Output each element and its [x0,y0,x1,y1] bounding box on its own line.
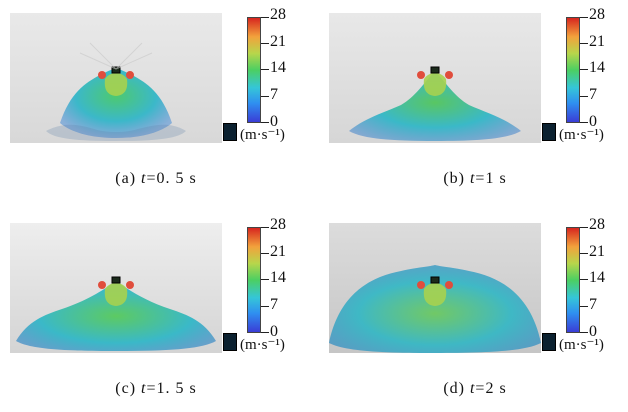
colorbar-label-14: 14 [589,269,605,286]
colorbar-label-21: 21 [589,243,605,260]
colorbar [247,17,261,123]
flow-field-image [10,223,222,353]
colorbar-tick [261,332,269,333]
flow-field-image [10,13,222,143]
panel-c: 28 21 14 7 0 (m·s⁻¹) (c) t=1. 5 s [6,213,306,403]
colorbar-tick [580,227,588,228]
colorbar-tick [580,332,588,333]
colorbar-label-0: 0 [589,113,597,130]
caption-equals: =1 s [475,170,507,187]
caption-equals: =0. 5 s [146,170,197,187]
colorbar-tick [261,122,269,123]
colorbar-label-14: 14 [589,59,605,76]
panel-caption: (b) t=1 s [325,170,625,188]
colorbar-unit: (m·s⁻¹) [559,337,604,353]
colorbar-label-7: 7 [589,296,597,313]
panel-caption: (c) t=1. 5 s [6,380,306,398]
colorbar [566,17,580,123]
panel-b: 28 21 14 7 0 (m·s⁻¹) (b) t=1 s [325,3,625,193]
colorbar-label-0: 0 [589,323,597,340]
colorbar-tick [580,69,588,70]
colorbar-tick [261,96,269,97]
colorbar-tick [261,279,269,280]
colorbar [247,227,261,333]
flow-field-image [329,13,541,143]
panel-caption: (d) t=2 s [325,380,625,398]
colorbar-label-0: 0 [270,323,278,340]
colorbar-tick [580,96,588,97]
colorbar-label-21: 21 [589,33,605,50]
colorbar-unit: (m·s⁻¹) [240,337,285,353]
colorbar-tick [261,43,269,44]
small-square-icon [223,333,237,351]
colorbar-tick [580,122,588,123]
colorbar-label-7: 7 [270,86,278,103]
colorbar-label-28: 28 [270,216,286,233]
panel-a: 28 21 14 7 0 (m·s⁻¹) (a) t=0. 5 s [6,3,306,193]
colorbar-tick [580,306,588,307]
flow-field-image [329,223,541,353]
colorbar-label-14: 14 [270,269,286,286]
caption-equals: =1. 5 s [146,380,197,397]
caption-variable: t [141,380,147,397]
panel-caption: (a) t=0. 5 s [6,170,306,188]
colorbar-label-28: 28 [589,216,605,233]
colorbar-tick [261,69,269,70]
colorbar-label-7: 7 [589,86,597,103]
panel-d: 28 21 14 7 0 (m·s⁻¹) (d) t=2 s [325,213,625,403]
caption-prefix: (a) [115,170,137,187]
colorbar-label-21: 21 [270,243,286,260]
colorbar-label-28: 28 [589,6,605,23]
colorbar-tick [580,43,588,44]
small-square-icon [223,123,237,141]
colorbar-label-0: 0 [270,113,278,130]
small-square-icon [542,333,556,351]
colorbar-tick [580,17,588,18]
colorbar-label-14: 14 [270,59,286,76]
caption-variable: t [469,170,476,187]
caption-prefix: (d) [443,380,465,397]
colorbar-label-7: 7 [270,296,278,313]
colorbar-tick [261,227,269,228]
colorbar-label-21: 21 [270,33,286,50]
colorbar-tick [261,17,269,18]
colorbar-unit: (m·s⁻¹) [559,127,604,143]
colorbar-tick [580,279,588,280]
colorbar-tick [580,253,588,254]
caption-prefix: (c) [115,380,137,397]
caption-variable: t [141,170,147,187]
colorbar-unit: (m·s⁻¹) [240,127,285,143]
colorbar-tick [261,306,269,307]
caption-variable: t [469,380,476,397]
colorbar [566,227,580,333]
small-square-icon [542,123,556,141]
colorbar-label-28: 28 [270,6,286,23]
caption-prefix: (b) [443,170,465,187]
colorbar-tick [261,253,269,254]
caption-equals: =2 s [475,380,507,397]
